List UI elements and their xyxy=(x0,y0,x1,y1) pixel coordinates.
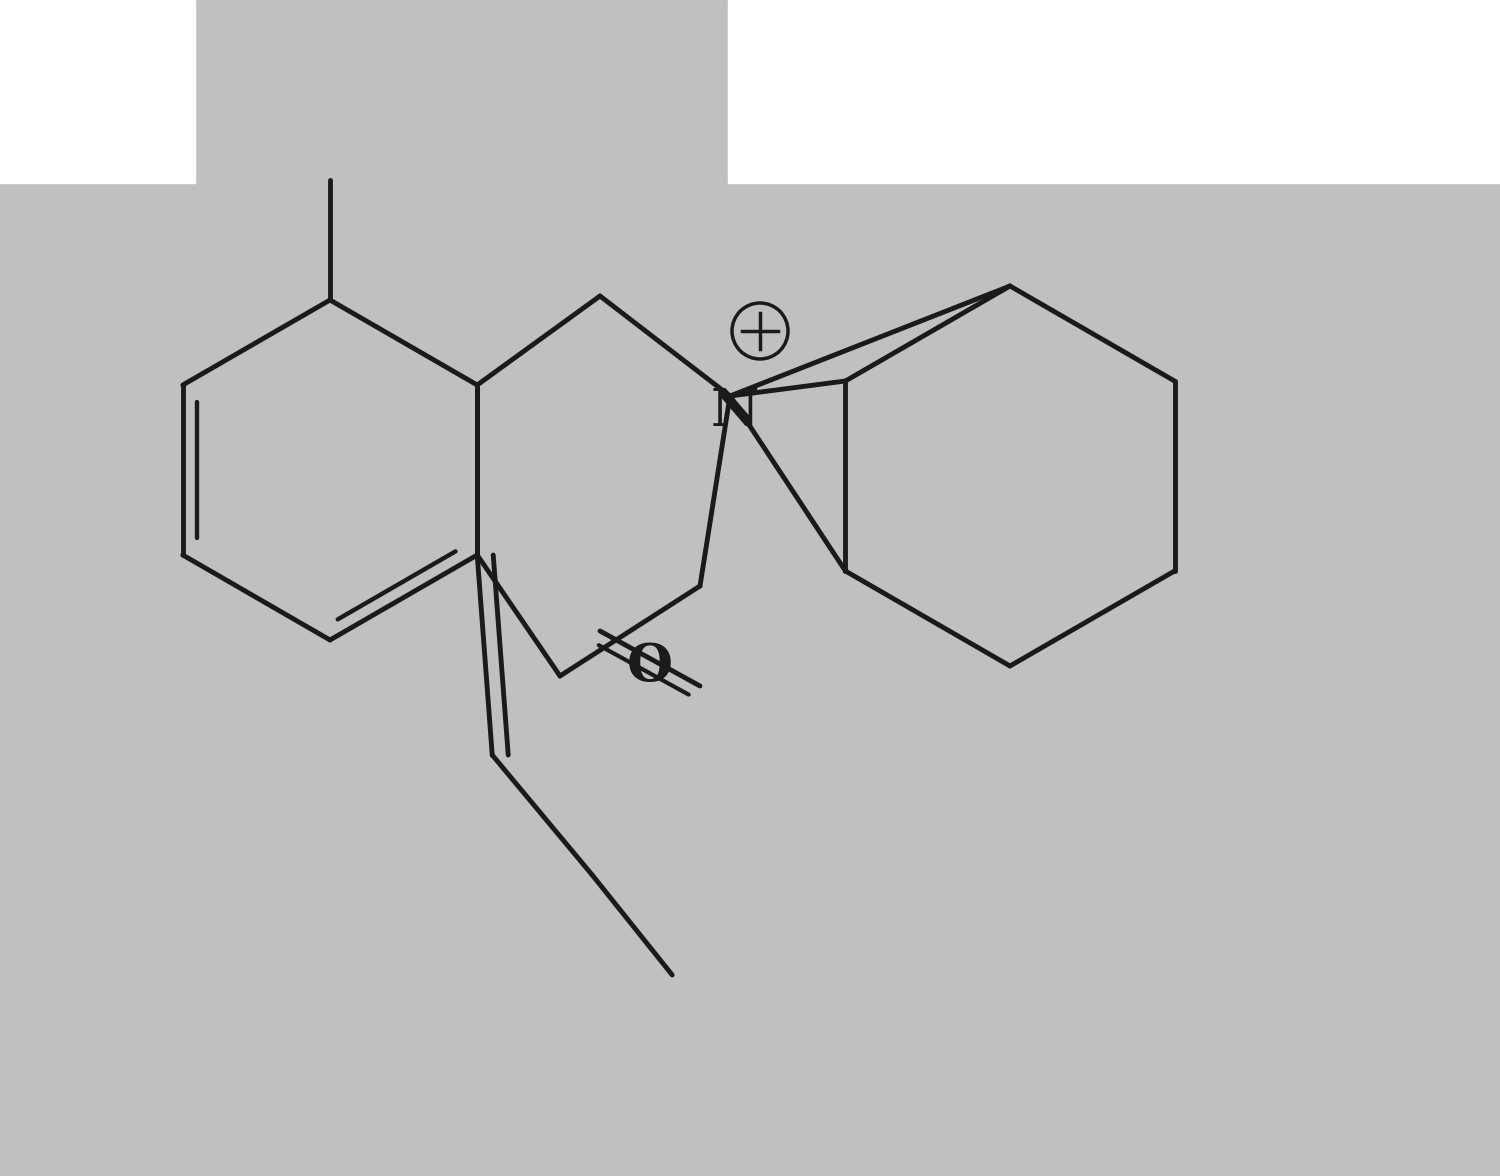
Bar xyxy=(728,0,1500,183)
Bar xyxy=(0,0,195,183)
Circle shape xyxy=(732,303,788,359)
Text: N: N xyxy=(711,386,759,436)
Text: O: O xyxy=(627,641,674,691)
